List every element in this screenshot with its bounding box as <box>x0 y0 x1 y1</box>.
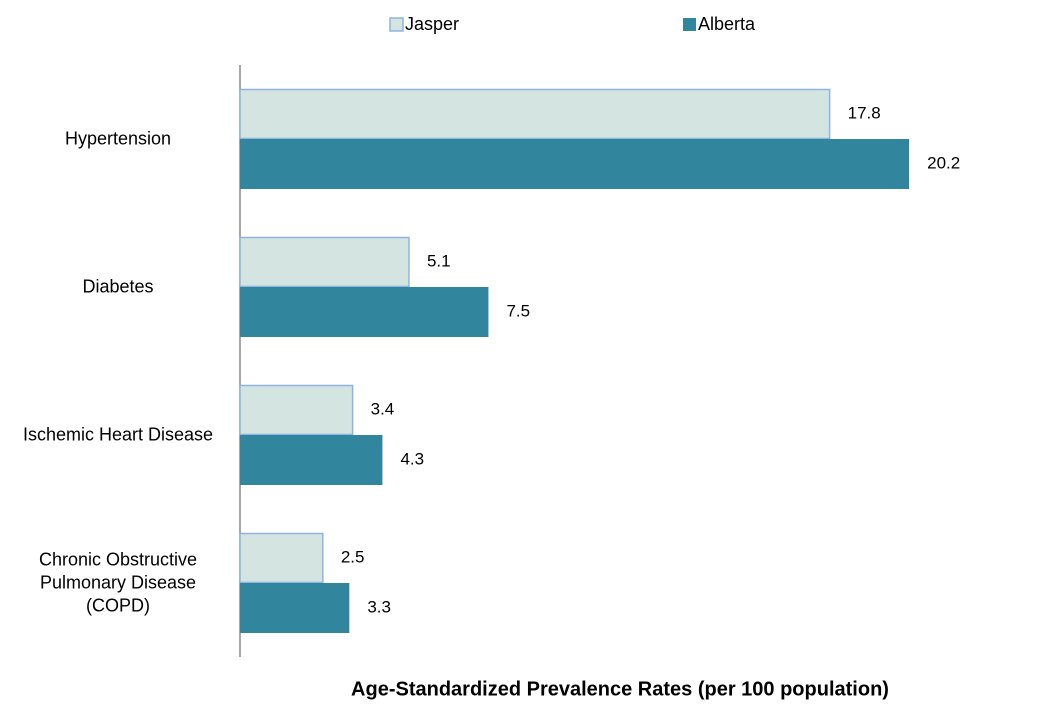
legend-swatch <box>389 17 404 32</box>
value-label: 4.3 <box>400 449 424 468</box>
bar <box>240 139 910 189</box>
value-label: 17.8 <box>848 103 881 122</box>
value-label: 5.1 <box>427 251 451 270</box>
bar <box>239 236 410 288</box>
bar <box>239 384 354 436</box>
bar <box>239 88 831 140</box>
category-label: Diabetes <box>82 276 154 297</box>
value-label: 7.5 <box>506 301 530 320</box>
bar <box>239 532 324 584</box>
value-label: 2.5 <box>341 547 365 566</box>
value-label: 20.2 <box>927 153 960 172</box>
legend-label: Alberta <box>698 14 756 34</box>
legend-label: Jasper <box>405 14 459 34</box>
category-label: Hypertension <box>64 128 172 149</box>
value-label: 3.4 <box>371 399 395 418</box>
bar <box>240 583 350 633</box>
category-label: Chronic Obstructive Pulmonary Disease (C… <box>38 549 198 616</box>
chart-title: Age-Standardized Prevalence Rates (per 1… <box>351 678 889 700</box>
legend-swatch <box>683 18 696 31</box>
value-label: 3.3 <box>367 597 391 616</box>
category-label: Ischemic Heart Disease <box>22 424 214 445</box>
bar <box>240 435 383 485</box>
bar <box>240 287 489 337</box>
